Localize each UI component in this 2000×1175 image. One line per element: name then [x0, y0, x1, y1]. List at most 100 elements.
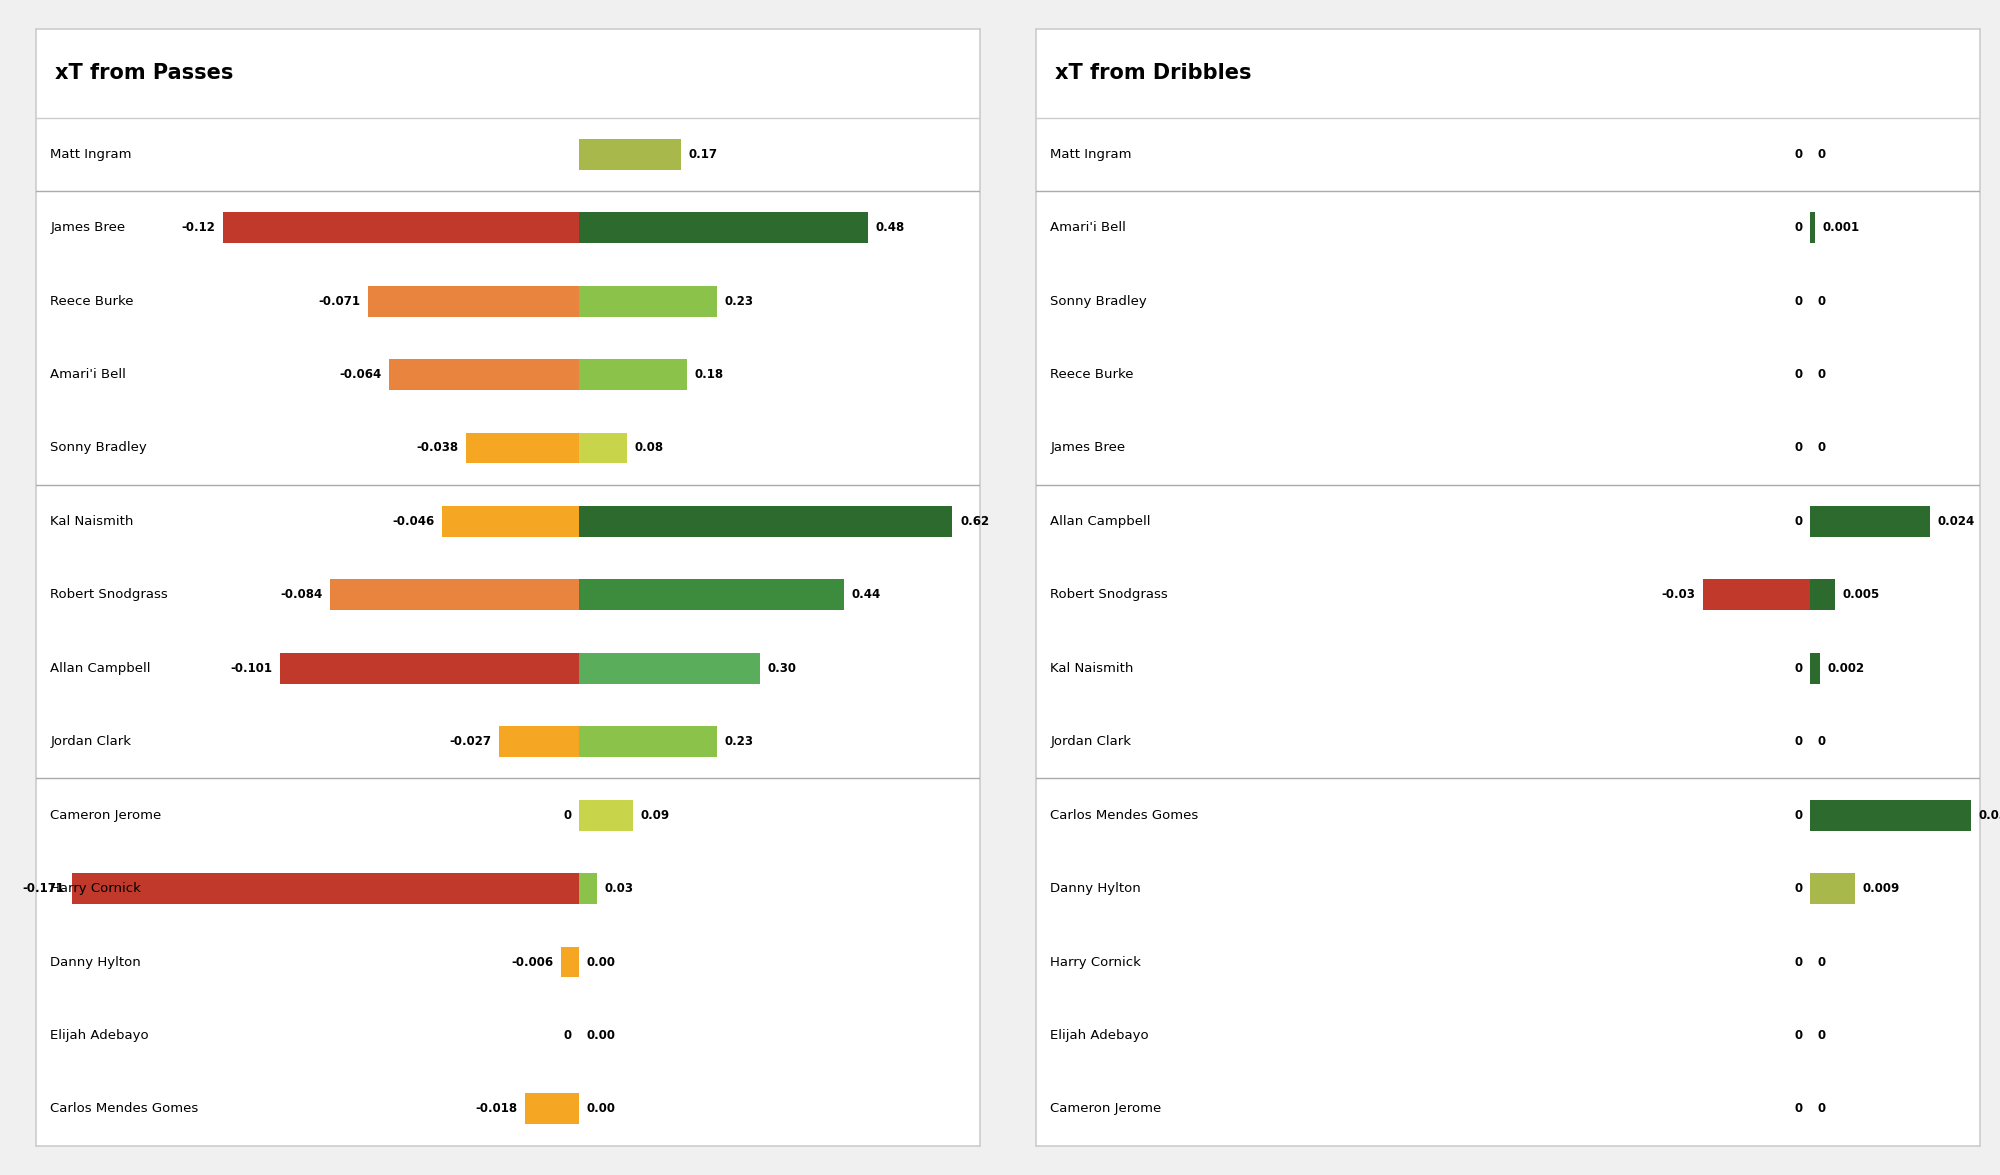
- Text: Carlos Mendes Gomes: Carlos Mendes Gomes: [50, 1102, 198, 1115]
- Text: -0.101: -0.101: [230, 662, 272, 674]
- Text: 0: 0: [1818, 1102, 1826, 1115]
- Text: xT from Passes: xT from Passes: [54, 63, 234, 83]
- Text: -0.03: -0.03: [1662, 589, 1696, 602]
- Text: 0.00: 0.00: [586, 955, 616, 968]
- Bar: [330, 579, 578, 610]
- Bar: [36, 926, 980, 999]
- Bar: [1810, 579, 1836, 610]
- Text: Reece Burke: Reece Burke: [1050, 368, 1134, 381]
- Text: Harry Cornick: Harry Cornick: [1050, 955, 1142, 968]
- Text: 0.08: 0.08: [634, 442, 664, 455]
- Bar: [578, 432, 628, 463]
- Text: 0.44: 0.44: [852, 589, 880, 602]
- Bar: [562, 947, 578, 978]
- Bar: [36, 632, 980, 705]
- Text: 0.17: 0.17: [688, 148, 718, 161]
- Bar: [1036, 1073, 1980, 1146]
- Bar: [36, 558, 980, 632]
- Bar: [578, 213, 868, 243]
- Text: -0.064: -0.064: [340, 368, 382, 381]
- Text: -0.046: -0.046: [392, 515, 434, 528]
- Bar: [36, 1073, 980, 1146]
- Bar: [36, 779, 980, 852]
- Bar: [368, 286, 578, 316]
- Bar: [1036, 926, 1980, 999]
- Bar: [1036, 485, 1980, 558]
- Text: -0.027: -0.027: [450, 736, 492, 748]
- Text: Reece Burke: Reece Burke: [50, 295, 134, 308]
- Bar: [1810, 873, 1856, 904]
- Bar: [1036, 705, 1980, 779]
- Text: Allan Campbell: Allan Campbell: [50, 662, 150, 674]
- Text: Elijah Adebayo: Elijah Adebayo: [50, 1029, 148, 1042]
- Text: 0: 0: [1794, 1029, 1802, 1042]
- Text: 0.024: 0.024: [1938, 515, 1976, 528]
- Text: 0: 0: [1818, 295, 1826, 308]
- Bar: [1810, 506, 1930, 537]
- Bar: [578, 726, 718, 757]
- Text: Kal Naismith: Kal Naismith: [1050, 662, 1134, 674]
- Text: 0: 0: [564, 1029, 572, 1042]
- Bar: [442, 506, 578, 537]
- Bar: [578, 873, 596, 904]
- Bar: [1810, 213, 1816, 243]
- Bar: [72, 873, 578, 904]
- Text: Amari'i Bell: Amari'i Bell: [50, 368, 126, 381]
- Bar: [526, 1094, 578, 1124]
- Bar: [36, 338, 980, 411]
- Bar: [36, 485, 980, 558]
- Text: -0.171: -0.171: [22, 882, 64, 895]
- Text: Jordan Clark: Jordan Clark: [50, 736, 132, 748]
- Text: 0.09: 0.09: [640, 808, 670, 821]
- Text: 0.009: 0.009: [1862, 882, 1900, 895]
- Text: 0: 0: [1818, 955, 1826, 968]
- Text: 0: 0: [1794, 882, 1802, 895]
- Text: 0.62: 0.62: [960, 515, 990, 528]
- Bar: [578, 360, 688, 390]
- Bar: [36, 852, 980, 926]
- Text: 0.00: 0.00: [586, 1029, 616, 1042]
- Bar: [578, 506, 952, 537]
- Bar: [1036, 118, 1980, 192]
- Bar: [36, 29, 980, 118]
- Text: 0: 0: [1818, 1029, 1826, 1042]
- Text: Danny Hylton: Danny Hylton: [1050, 882, 1140, 895]
- Text: -0.038: -0.038: [416, 442, 458, 455]
- Text: 0.00: 0.00: [586, 1102, 616, 1115]
- Text: 0.002: 0.002: [1828, 662, 1864, 674]
- Bar: [578, 579, 844, 610]
- Bar: [466, 432, 578, 463]
- Text: 0: 0: [1794, 442, 1802, 455]
- Text: Robert Snodgrass: Robert Snodgrass: [1050, 589, 1168, 602]
- Bar: [36, 999, 980, 1073]
- Text: 0: 0: [1794, 368, 1802, 381]
- Text: 0: 0: [1794, 736, 1802, 748]
- Text: Matt Ingram: Matt Ingram: [50, 148, 132, 161]
- Bar: [1036, 999, 1980, 1073]
- Text: 0: 0: [1818, 736, 1826, 748]
- Text: Robert Snodgrass: Robert Snodgrass: [50, 589, 168, 602]
- Text: 0: 0: [1794, 808, 1802, 821]
- Text: -0.006: -0.006: [512, 955, 554, 968]
- Text: Harry Cornick: Harry Cornick: [50, 882, 142, 895]
- Text: 0.23: 0.23: [724, 736, 754, 748]
- Text: Cameron Jerome: Cameron Jerome: [50, 808, 162, 821]
- Text: James Bree: James Bree: [1050, 442, 1126, 455]
- Text: Danny Hylton: Danny Hylton: [50, 955, 140, 968]
- Text: 0: 0: [1794, 295, 1802, 308]
- Text: -0.071: -0.071: [318, 295, 360, 308]
- Bar: [1036, 558, 1980, 632]
- Text: 0.001: 0.001: [1822, 221, 1860, 234]
- Bar: [1036, 779, 1980, 852]
- Text: Cameron Jerome: Cameron Jerome: [1050, 1102, 1162, 1115]
- Bar: [36, 264, 980, 338]
- Bar: [578, 800, 634, 831]
- Text: 0.03: 0.03: [604, 882, 634, 895]
- Text: Kal Naismith: Kal Naismith: [50, 515, 134, 528]
- Text: Matt Ingram: Matt Ingram: [1050, 148, 1132, 161]
- Text: -0.018: -0.018: [476, 1102, 518, 1115]
- Text: 0: 0: [1794, 955, 1802, 968]
- Text: Jordan Clark: Jordan Clark: [1050, 736, 1132, 748]
- Bar: [390, 360, 578, 390]
- Text: Amari'i Bell: Amari'i Bell: [1050, 221, 1126, 234]
